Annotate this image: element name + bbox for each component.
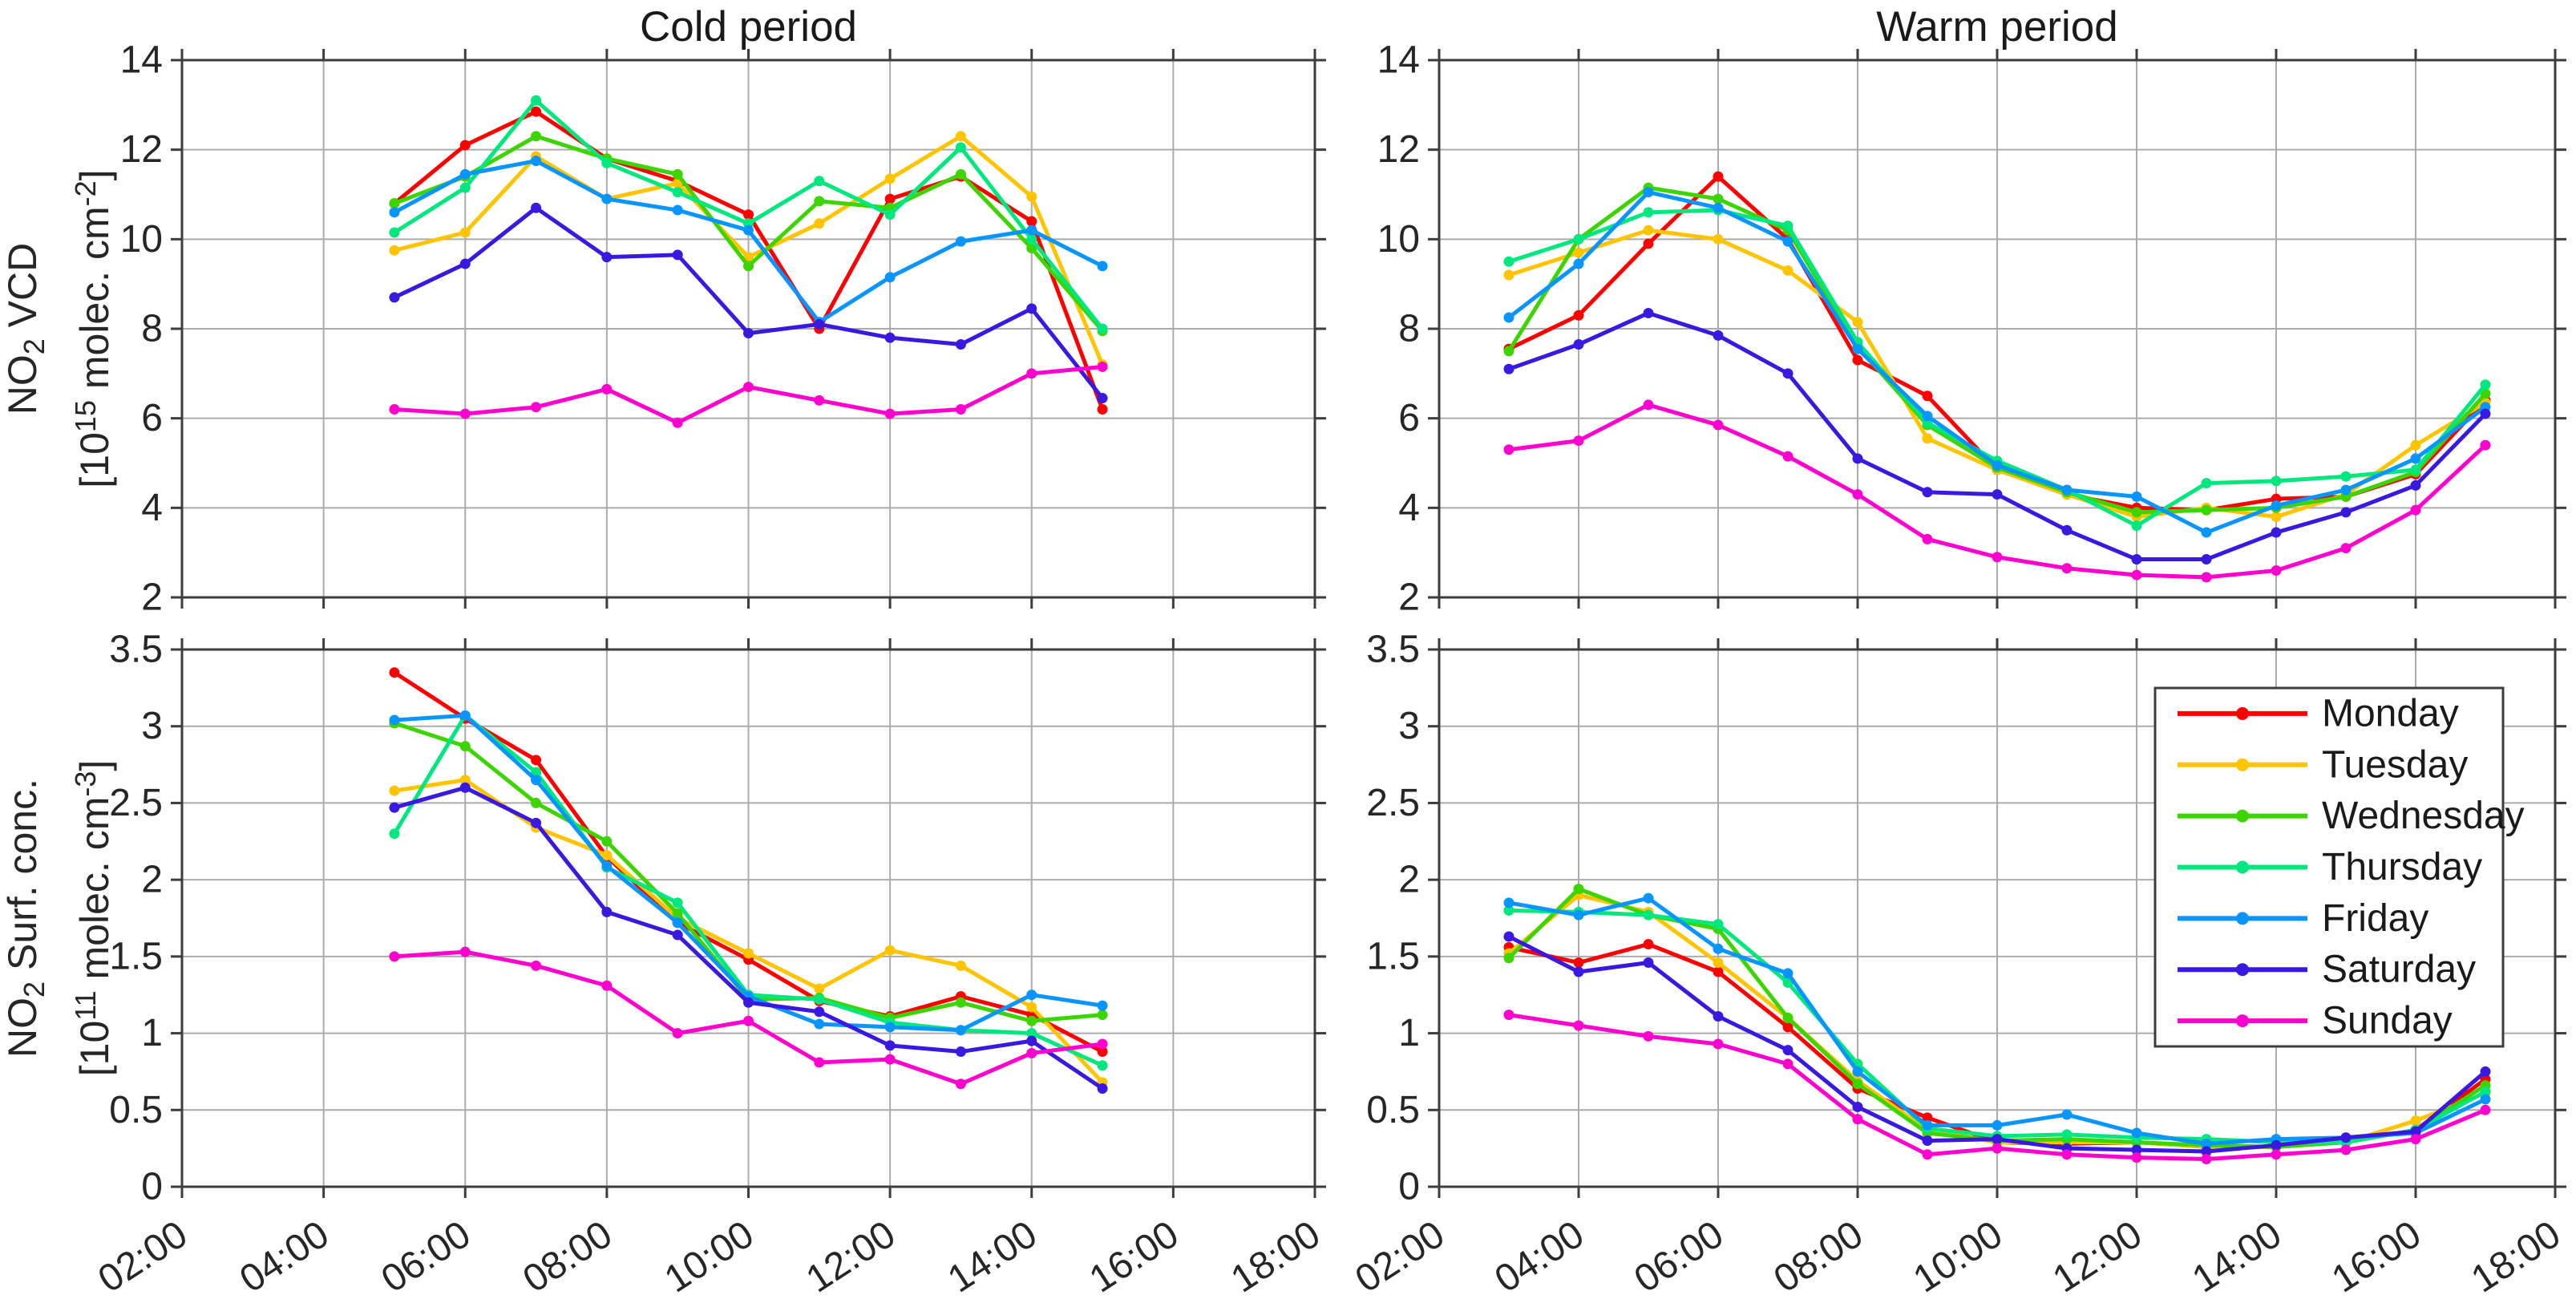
ytick-label: 2: [1398, 859, 1420, 901]
legend-marker: [2236, 809, 2249, 823]
legend-label: Tuesday: [2322, 743, 2468, 786]
markers-warm-surf-saturday: [1503, 931, 2491, 1157]
ylabel-row1-line2: [1011 molec. cm-3]: [69, 760, 117, 1077]
legend-marker: [2236, 706, 2249, 720]
markers-cold-surf-sunday: [389, 946, 1108, 1090]
markers-cold-vcd-sunday: [389, 361, 1108, 428]
title-cold-vcd: Cold period: [640, 3, 857, 51]
ytick-label: 1.5: [1366, 935, 1420, 977]
ytick-label: 6: [1398, 397, 1420, 439]
ytick-label: 12: [120, 128, 163, 171]
ytick-label: 2: [141, 859, 163, 901]
ytick-label: 2: [1398, 577, 1420, 619]
legend-item-thursday: Thursday: [2178, 846, 2482, 888]
ytick-label: 3: [141, 705, 163, 747]
ytick-label: 3.5: [109, 629, 163, 671]
markers-cold-surf-saturday: [389, 782, 1108, 1094]
markers-cold-surf-friday: [389, 710, 1108, 1036]
title-warm-vcd: Warm period: [1876, 3, 2117, 51]
ytick-label: 1.5: [109, 935, 163, 977]
legend-label: Saturday: [2322, 949, 2476, 991]
markers-warm-vcd-saturday: [1503, 307, 2491, 565]
chart-warm-vcd: 2 4 6 8 10 12 14 Warm period: [1377, 3, 2566, 619]
ytick-label: 14: [120, 39, 163, 82]
chart-cold-vcd: 2 4 6 8 10 12 14 Cold period: [120, 3, 1326, 619]
legend-item-tuesday: Tuesday: [2178, 743, 2468, 786]
legend: Monday Tuesday Wednesday Thursday Friday Satu…: [2153, 686, 2525, 1048]
ticks-cold-surf: [171, 638, 1326, 1198]
ytick-label: 14: [1377, 39, 1420, 82]
legend-marker: [2236, 912, 2249, 925]
ylabel-row0-line2: [1015 molec. cm-2]: [69, 169, 117, 488]
legend-item-wednesday: Wednesday: [2178, 795, 2525, 837]
ytick-label: 0: [1398, 1166, 1420, 1208]
ytick-label: 2: [141, 577, 163, 619]
ylabel-row1-line1: NO2 Surf. conc.: [0, 779, 51, 1058]
ytick-label: 10: [1377, 218, 1420, 261]
markers-warm-vcd-tuesday: [1503, 225, 2491, 522]
ytick-label: 12: [1377, 128, 1420, 171]
ticks-warm-surf: [1428, 638, 2566, 1198]
legend-label: Wednesday: [2322, 795, 2525, 837]
ticks-warm-vcd: [1428, 49, 2566, 609]
legend-marker: [2236, 963, 2249, 977]
ytick-labels-cold-vcd: 2 4 6 8 10 12 14: [120, 39, 163, 619]
ytick-label: 1: [141, 1012, 163, 1054]
ytick-label: 6: [141, 397, 163, 439]
legend-label: Sunday: [2322, 1000, 2453, 1042]
legend-item-saturday: Saturday: [2178, 949, 2476, 991]
legend-marker: [2236, 1014, 2249, 1028]
legend-label: Thursday: [2322, 846, 2482, 888]
ticks-cold-vcd: [171, 49, 1326, 609]
ytick-label: 4: [141, 487, 163, 529]
ylabel-row0-line1: NO2 VCD: [0, 243, 51, 415]
legend-label: Monday: [2322, 692, 2459, 734]
ytick-labels-warm-vcd: 2 4 6 8 10 12 14: [1377, 39, 1420, 619]
ytick-label: 4: [1398, 487, 1420, 529]
legend-label: Friday: [2322, 897, 2428, 940]
markers-cold-vcd-saturday: [389, 202, 1108, 404]
ytick-label: 0: [141, 1166, 163, 1208]
ytick-label: 1: [1398, 1012, 1420, 1054]
ytick-labels-cold-surf: 0 0.5 1 1.5 2 2.5 3 3.5: [109, 629, 163, 1208]
ytick-label: 3: [1398, 705, 1420, 747]
ytick-labels-warm-surf: 0 0.5 1 1.5 2 2.5 3 3.5: [1366, 629, 1420, 1208]
ytick-label: 8: [1398, 308, 1420, 350]
ytick-label: 0.5: [1366, 1089, 1420, 1131]
ytick-label: 0.5: [109, 1089, 163, 1131]
markers-warm-vcd-friday: [1503, 187, 2491, 538]
legend-item-friday: Friday: [2178, 897, 2428, 940]
ytick-label: 3.5: [1366, 629, 1420, 671]
legend-item-sunday: Sunday: [2178, 1000, 2453, 1042]
legend-marker: [2236, 758, 2249, 771]
ytick-label: 2.5: [1366, 782, 1420, 824]
ytick-label: 2.5: [109, 782, 163, 824]
ytick-label: 10: [120, 218, 163, 261]
markers-warm-surf-sunday: [1503, 1010, 2491, 1165]
markers-warm-vcd-sunday: [1503, 399, 2491, 583]
legend-marker: [2236, 860, 2249, 874]
legend-item-monday: Monday: [2178, 692, 2459, 734]
grid-cold-surf: [182, 650, 1315, 1187]
ytick-label: 8: [141, 308, 163, 350]
